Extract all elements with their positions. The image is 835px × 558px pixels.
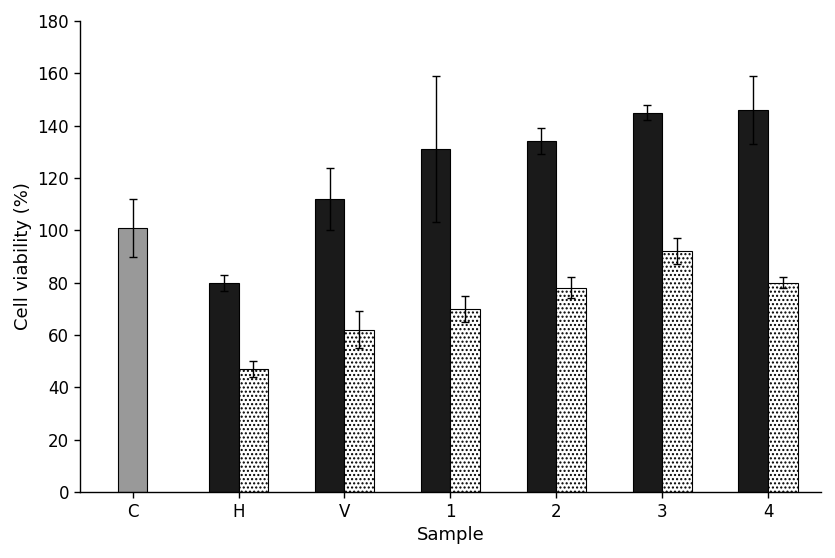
Bar (738, 110, 768, 492)
Bar (239, 369, 268, 492)
Y-axis label: Cell viability (%): Cell viability (%) (14, 182, 32, 330)
Bar (450, 309, 480, 492)
Bar (768, 283, 797, 492)
Bar (633, 113, 662, 492)
X-axis label: Sample: Sample (417, 526, 484, 544)
Bar (209, 283, 239, 492)
Bar (421, 149, 450, 492)
Bar (315, 199, 344, 492)
Bar (118, 228, 148, 492)
Bar (527, 141, 556, 492)
Bar (556, 288, 586, 492)
Bar (662, 251, 692, 492)
Bar (344, 330, 374, 492)
